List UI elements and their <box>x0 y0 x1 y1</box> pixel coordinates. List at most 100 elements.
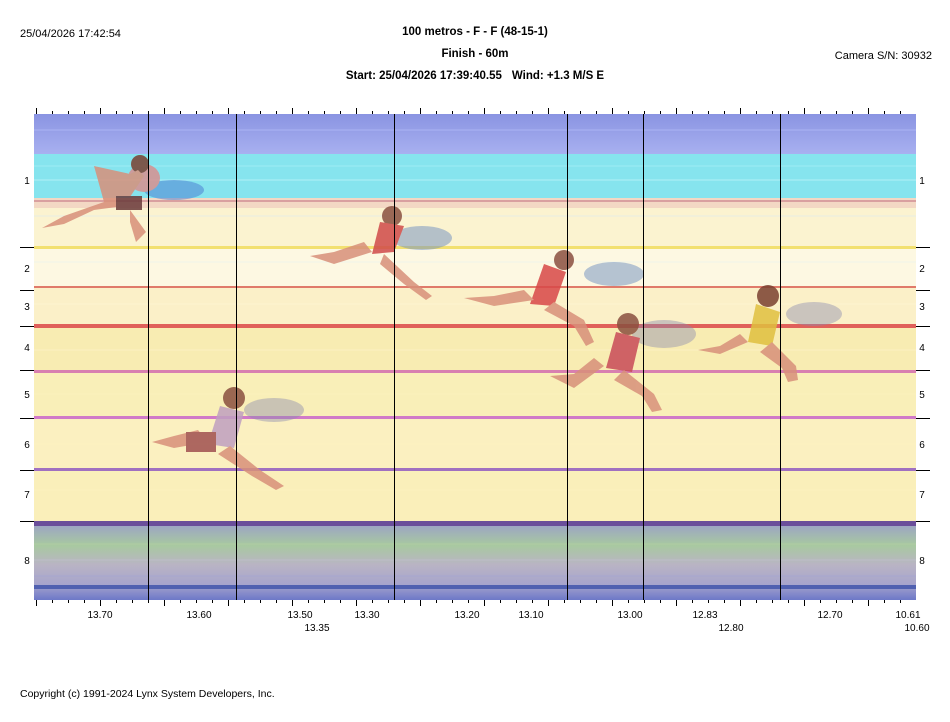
runner-lane-3 <box>464 250 644 346</box>
ruler-tick <box>644 111 645 114</box>
ruler-tick <box>420 600 421 606</box>
ruler-tick <box>244 111 245 114</box>
ruler-tick <box>580 111 581 114</box>
ruler-tick <box>180 111 181 114</box>
lane-separator <box>916 247 930 248</box>
wind-reading: Wind: +1.3 M/S E <box>511 70 605 82</box>
ruler-tick <box>564 111 565 114</box>
ruler-tick <box>404 600 405 603</box>
ruler-tick <box>612 600 613 606</box>
ruler-tick <box>388 600 389 603</box>
lane-separator <box>20 418 34 419</box>
ruler-tick <box>468 600 469 603</box>
ruler-tick <box>628 111 629 114</box>
ruler-tick <box>452 111 453 114</box>
ruler-tick <box>820 111 821 114</box>
start-info: Start: 25/04/2026 17:39:40.55 Wind: +1.3 … <box>0 70 950 82</box>
copyright-notice: Copyright (c) 1991-2024 Lynx System Deve… <box>20 688 275 700</box>
ruler-tick <box>468 111 469 114</box>
time-label: 13.30 <box>354 610 380 621</box>
ruler-tick <box>84 600 85 603</box>
lane-label: 1 <box>919 176 925 187</box>
time-label: 12.80 <box>718 623 744 634</box>
time-line[interactable] <box>780 114 781 600</box>
ruler-tick <box>868 600 869 606</box>
ruler-tick <box>244 600 245 603</box>
ruler-tick <box>756 111 757 114</box>
ruler-tick <box>676 600 677 606</box>
lane-separator <box>916 470 930 471</box>
ruler-tick <box>356 600 357 606</box>
ruler-tick <box>372 600 373 603</box>
ruler-tick <box>900 600 901 603</box>
ruler-tick <box>36 600 37 606</box>
ruler-tick <box>884 111 885 114</box>
runner-lane-2 <box>310 206 452 300</box>
bottom-time-ruler <box>34 600 916 608</box>
ruler-tick <box>596 111 597 114</box>
lane-label: 4 <box>24 343 30 354</box>
ruler-tick <box>484 108 485 114</box>
capture-timestamp: 25/04/2026 17:42:54 <box>20 28 121 40</box>
ruler-tick <box>356 108 357 114</box>
ruler-tick <box>404 111 405 114</box>
lane-separator <box>20 247 34 248</box>
lane-label: 4 <box>919 343 925 354</box>
ruler-tick <box>740 600 741 606</box>
ruler-tick <box>820 600 821 603</box>
ruler-tick <box>68 111 69 114</box>
ruler-tick <box>100 600 101 606</box>
time-label: 13.60 <box>186 610 212 621</box>
ruler-tick <box>644 600 645 603</box>
ruler-tick <box>852 111 853 114</box>
ruler-tick <box>340 600 341 603</box>
lane-label: 2 <box>919 264 925 275</box>
time-line[interactable] <box>148 114 149 600</box>
lane-label: 1 <box>24 176 30 187</box>
ruler-tick <box>116 600 117 603</box>
ruler-tick <box>164 600 165 606</box>
time-line[interactable] <box>394 114 395 600</box>
start-time: Start: 25/04/2026 17:39:40.55 <box>345 70 502 82</box>
ruler-tick <box>132 600 133 603</box>
ruler-tick <box>228 108 229 114</box>
time-line[interactable] <box>567 114 568 600</box>
lane-label: 6 <box>24 440 30 451</box>
ruler-tick <box>52 600 53 603</box>
ruler-tick <box>660 111 661 114</box>
ruler-tick <box>436 600 437 603</box>
ruler-tick <box>724 600 725 603</box>
runner-lane-5 <box>152 387 304 490</box>
ruler-tick <box>132 111 133 114</box>
ruler-tick <box>340 111 341 114</box>
ruler-tick <box>772 111 773 114</box>
ruler-tick <box>500 600 501 603</box>
lane-label: 8 <box>919 556 925 567</box>
camera-serial: Camera S/N: 30932 <box>834 50 932 62</box>
ruler-tick <box>724 111 725 114</box>
finish-photo-graphic <box>34 114 916 600</box>
ruler-tick <box>84 111 85 114</box>
ruler-tick <box>212 111 213 114</box>
ruler-tick <box>292 600 293 606</box>
ruler-tick <box>804 600 805 606</box>
photo-finish-image[interactable] <box>34 114 916 600</box>
ruler-tick <box>628 600 629 603</box>
time-label: 13.50 <box>287 610 313 621</box>
ruler-tick <box>324 111 325 114</box>
time-label: 10.60 <box>904 623 930 634</box>
ruler-tick <box>500 111 501 114</box>
time-line[interactable] <box>236 114 237 600</box>
ruler-tick <box>564 600 565 603</box>
time-line[interactable] <box>643 114 644 600</box>
ruler-tick <box>420 108 421 114</box>
ruler-tick <box>868 108 869 114</box>
ruler-tick <box>196 600 197 603</box>
ruler-tick <box>100 108 101 114</box>
ruler-tick <box>484 600 485 606</box>
ruler-tick <box>708 600 709 603</box>
ruler-tick <box>756 600 757 603</box>
lane-label: 7 <box>919 490 925 501</box>
lane-separator <box>916 418 930 419</box>
ruler-tick <box>324 600 325 603</box>
